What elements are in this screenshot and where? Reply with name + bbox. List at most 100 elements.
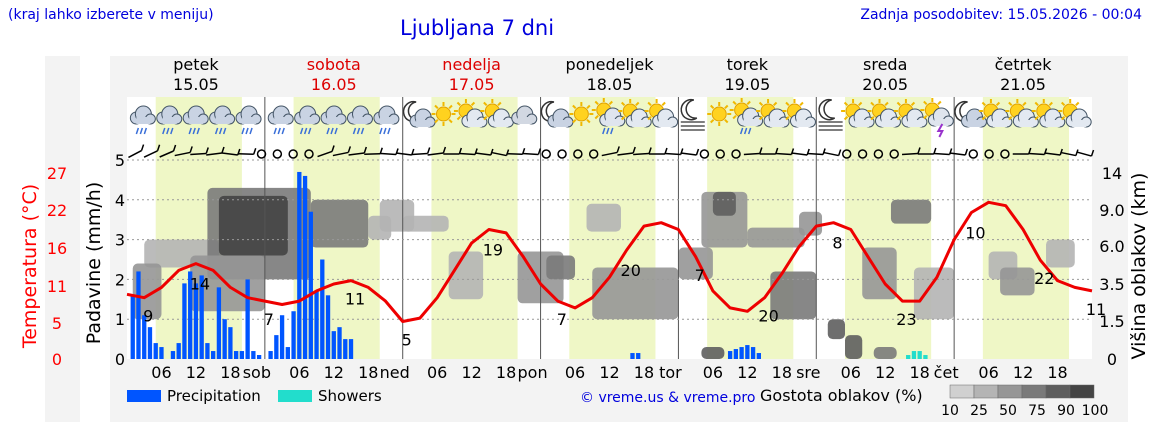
cloud-density-swatch — [1021, 384, 1047, 399]
sun-cloud-icon — [978, 99, 1013, 128]
wind-barb-icon — [332, 146, 352, 157]
x-tick-label: čet — [934, 363, 959, 382]
cloud-density-cell — [845, 335, 863, 359]
calm-wind-icon — [557, 149, 567, 159]
cloud-density-level: 50 — [999, 403, 1017, 419]
cloud-density-cell — [448, 251, 484, 300]
x-tick-label: tor — [659, 363, 682, 382]
x-tick-label: 06 — [978, 363, 998, 382]
cloud-height-tick-label: 14 — [1102, 164, 1122, 183]
precipitation-bar — [228, 327, 233, 359]
sun-cloud-icon — [618, 99, 652, 128]
cloud-height-tick-label: 1.5 — [1099, 312, 1124, 331]
temperature-label: 14 — [190, 275, 210, 294]
x-tick-label: 12 — [599, 363, 619, 382]
cloud-density-cell — [701, 347, 725, 359]
calm-wind-icon — [968, 149, 979, 159]
precipitation-bar — [302, 175, 308, 359]
x-tick-label: 06 — [841, 363, 861, 382]
precipitation-bar — [636, 353, 641, 359]
day-name: sreda — [863, 55, 907, 74]
precipitation-bar — [297, 171, 302, 359]
legend-showers-label: Showers — [318, 387, 382, 405]
x-tick-label: 06 — [151, 363, 171, 382]
cloud-rain-icon — [182, 105, 209, 135]
precip-tick-label: 3 — [115, 231, 125, 250]
x-tick-label: sre — [796, 363, 820, 382]
cloud-rain-icon — [320, 105, 347, 135]
precipitation-bar — [130, 295, 135, 359]
calm-wind-icon — [541, 149, 551, 159]
x-tick-label: sob — [243, 363, 271, 382]
x-tick-label: pon — [518, 363, 548, 382]
cloud-density-cell — [712, 191, 736, 216]
cloud-height-axis-title: Višina oblakov (km) — [1128, 173, 1150, 360]
temp-tick-label: 22 — [47, 201, 67, 220]
precipitation-bar — [211, 351, 216, 359]
precipitation-bar — [325, 295, 331, 359]
wind-barb-icon — [949, 148, 969, 156]
day-date: 16.05 — [311, 75, 357, 94]
cloud-density-cell — [218, 195, 288, 256]
precipitation-bar — [348, 339, 354, 359]
temp-tick-label: 0 — [52, 350, 62, 369]
wind-barb-icon — [823, 149, 842, 157]
cloud-height-tick-label: 0 — [1107, 350, 1117, 369]
moon-cloud-icon — [540, 100, 574, 128]
cloud-rain-icon — [209, 105, 236, 135]
temperature-label: 9 — [143, 307, 153, 326]
precipitation-bar — [343, 339, 348, 359]
precipitation-bar — [245, 279, 250, 359]
showers-bar — [906, 355, 911, 359]
moon-fog-icon — [818, 98, 843, 131]
cloud-rain-icon — [346, 105, 373, 135]
sun-storm-icon — [920, 98, 954, 138]
calm-wind-icon — [256, 149, 267, 159]
temperature-label: 19 — [483, 241, 503, 260]
precipitation-bar — [216, 287, 222, 359]
calm-wind-icon — [842, 149, 852, 159]
wind-barb-icon — [427, 146, 447, 156]
x-tick-label: 06 — [703, 363, 723, 382]
sun-cloud-icon — [782, 99, 816, 128]
x-tick-label: 18 — [496, 363, 516, 382]
cloud-density-cell — [586, 203, 621, 232]
calm-wind-icon — [699, 149, 710, 159]
x-tick-label: ned — [380, 363, 410, 382]
sun-cloud-rain-icon — [729, 98, 764, 135]
cloud-density-level: 10 — [941, 403, 959, 419]
precipitation-bar — [147, 327, 153, 359]
wind-barb-icon — [237, 148, 257, 156]
precip-tick-label: 0 — [115, 350, 125, 369]
wind-barb-icon — [411, 147, 431, 156]
x-tick-label: 12 — [186, 363, 206, 382]
calm-wind-icon — [873, 149, 884, 159]
x-tick-label: 06 — [565, 363, 585, 382]
sun-cloud-icon — [453, 99, 488, 128]
showers-bar — [923, 355, 928, 359]
x-tick-label: 12 — [1013, 363, 1033, 382]
wind-barb-icon — [601, 146, 620, 157]
x-tick-label: 18 — [358, 363, 378, 382]
calm-wind-icon — [731, 149, 741, 159]
calm-wind-icon — [288, 149, 298, 159]
cloud-height-tick-label: 3.5 — [1099, 275, 1124, 294]
day-name: ponedeljek — [566, 55, 655, 74]
precipitation-bar — [199, 275, 204, 359]
moon-fog-icon — [680, 98, 705, 131]
day-date: 21.05 — [1000, 75, 1046, 94]
x-tick-label: 18 — [634, 363, 654, 382]
temperature-label: 22 — [1034, 269, 1054, 288]
precip-tick-label: 2 — [115, 270, 125, 289]
precipitation-bar — [733, 349, 739, 359]
x-tick-label: 18 — [772, 363, 792, 382]
day-date: 19.05 — [724, 75, 770, 94]
precipitation-bar — [222, 319, 227, 359]
wind-barb-icon — [1076, 149, 1095, 157]
cloud-height-tick-label: 9.0 — [1099, 201, 1124, 220]
day-name: nedelja — [442, 55, 501, 74]
calm-wind-icon — [304, 149, 314, 159]
cloud-density-title: Gostota oblakov (%) — [760, 386, 923, 405]
wind-barb-icon — [490, 149, 510, 157]
temp-tick-label: 16 — [47, 239, 67, 258]
